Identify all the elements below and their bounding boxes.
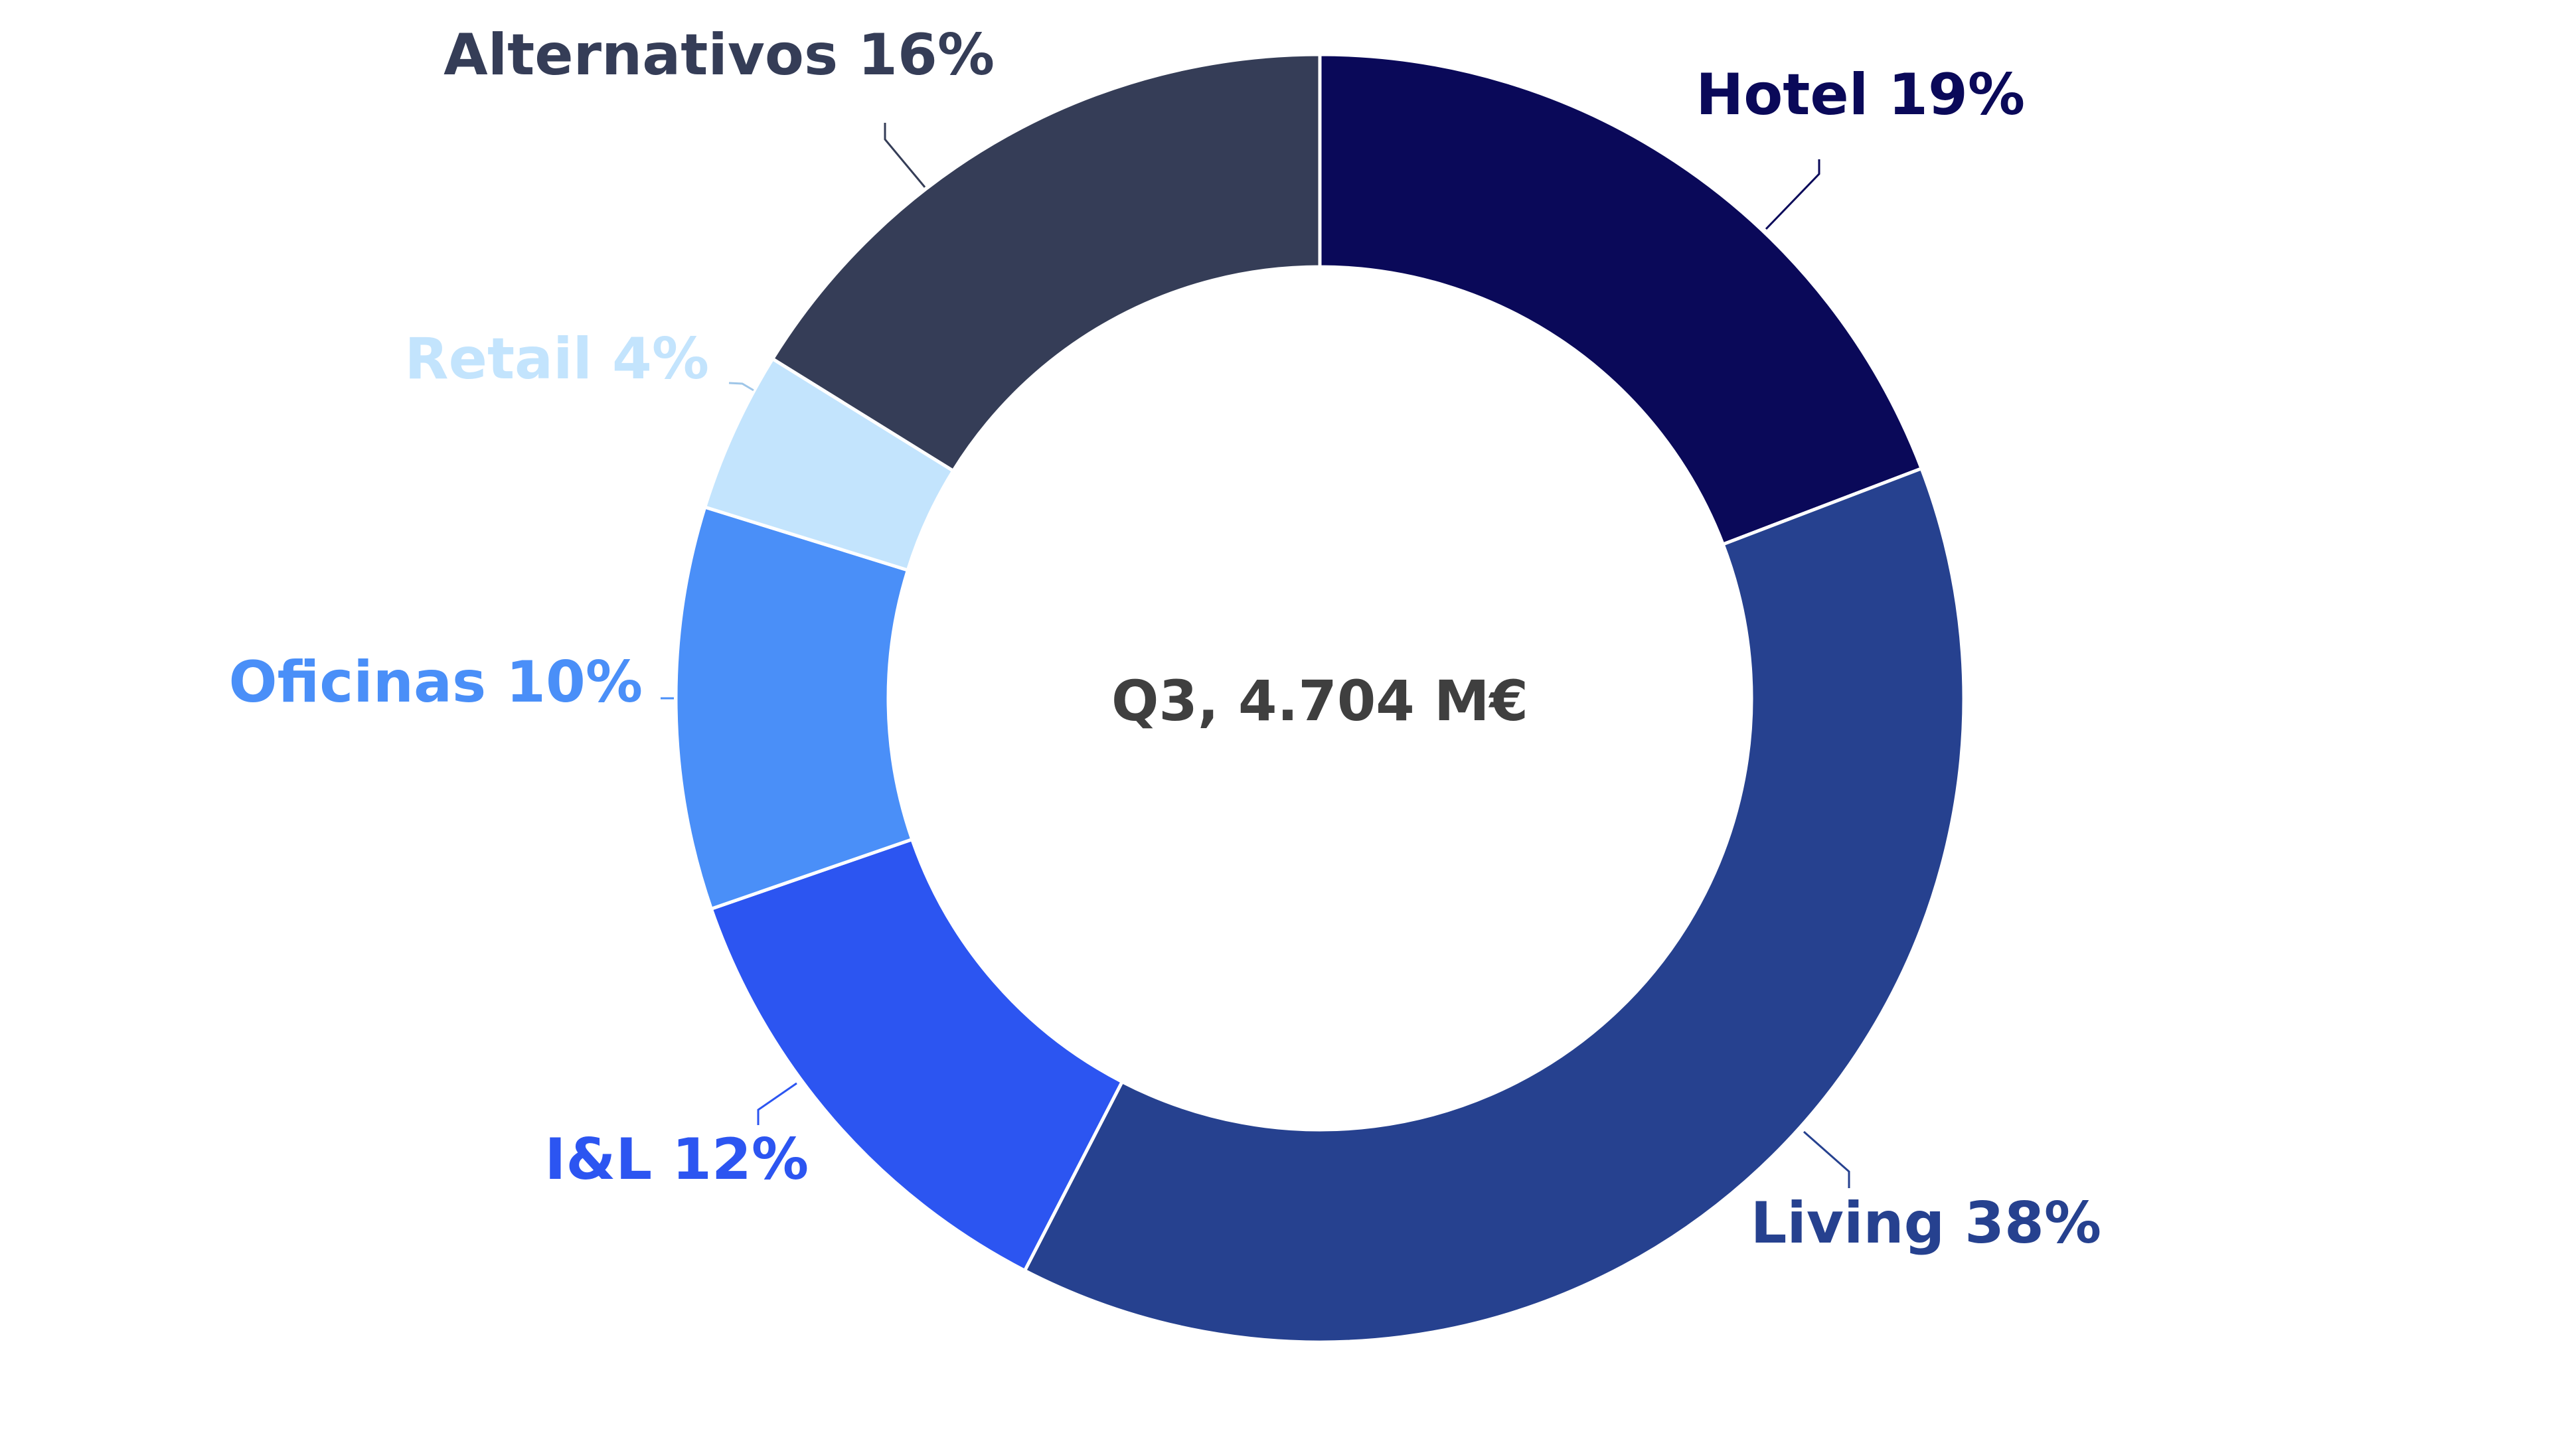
slice-label-living: Living 38% <box>1751 1190 2101 1257</box>
leader-line-alternativos <box>884 123 926 188</box>
slice-label-hotel: Hotel 19% <box>1696 62 2025 128</box>
slice-label-i-l: I&L 12% <box>544 1126 809 1193</box>
leader-line-retail <box>728 382 754 392</box>
slice-oficinas <box>674 504 914 911</box>
slice-label-alternativos: Alternativos 16% <box>443 22 995 88</box>
leader-line-i-l <box>757 1082 797 1125</box>
slice-i-l <box>709 837 1125 1273</box>
slice-label-oficinas: Oficinas 10% <box>228 649 643 716</box>
slices-group <box>674 52 1966 1344</box>
slice-living <box>1022 466 1966 1344</box>
leader-line-hotel <box>1765 159 1820 230</box>
slice-label-retail: Retail 4% <box>404 326 709 392</box>
slice-hotel <box>1318 52 1924 547</box>
leader-line-living <box>1803 1130 1850 1188</box>
slice-alternativos <box>770 52 1322 473</box>
center-label: Q3, 4.704 M€ <box>1111 668 1528 733</box>
leader-lines-group <box>661 123 1850 1188</box>
labels-group: Hotel 19% Living 38% I&L 12% Oficinas 10% Re… <box>228 22 2101 1257</box>
